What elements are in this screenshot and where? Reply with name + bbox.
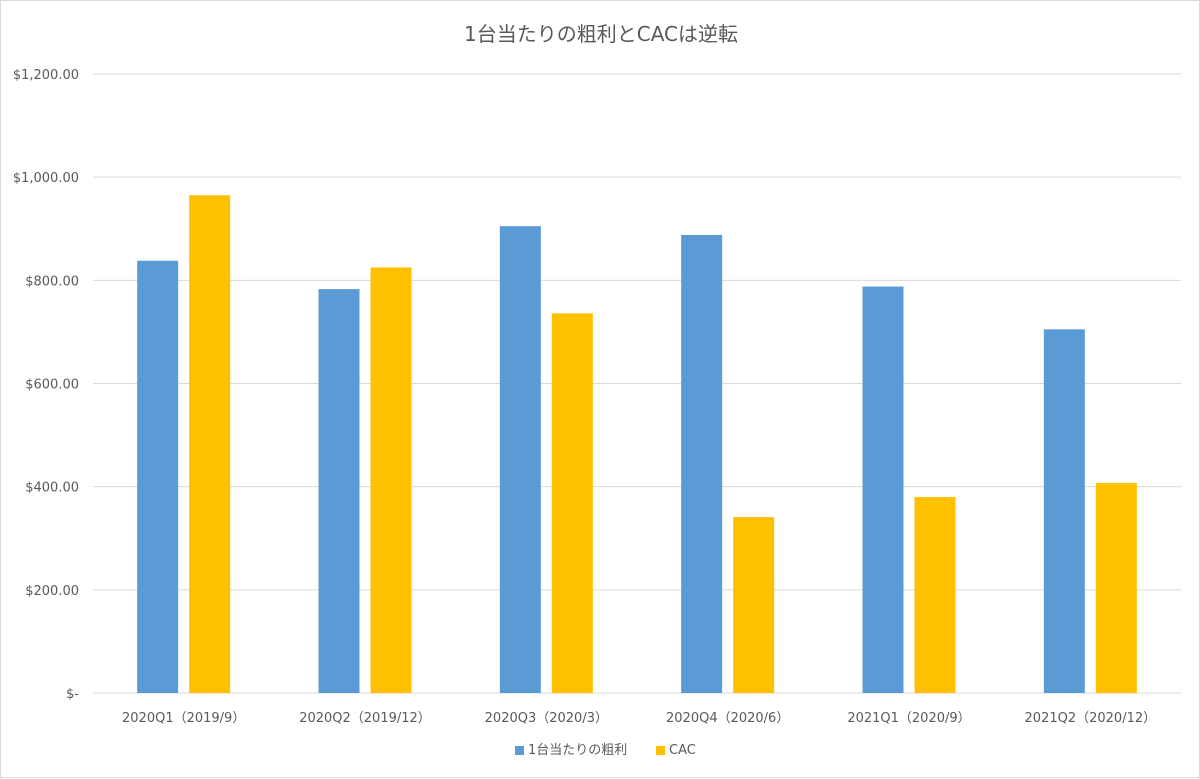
bar-series-1-cat-3 — [733, 517, 775, 693]
bar-series-0-cat-3 — [681, 234, 723, 693]
legend-label: 1台当たりの粗利 — [528, 743, 627, 758]
y-tick-label: $- — [66, 687, 79, 702]
y-tick-label: $200.00 — [25, 584, 79, 599]
bar-series-0-cat-1 — [318, 289, 360, 693]
y-tick-label: $600.00 — [25, 378, 79, 393]
bars — [137, 195, 1137, 694]
legend-swatch — [656, 746, 665, 755]
gridlines — [93, 73, 1181, 694]
bar-series-1-cat-1 — [370, 267, 412, 693]
bar-series-1-cat-2 — [551, 313, 593, 693]
bar-series-1-cat-4 — [914, 496, 956, 693]
chart-title: 1台当たりの粗利とCACは逆転 — [464, 22, 738, 46]
bar-series-0-cat-0 — [137, 260, 179, 693]
x-category-label: 2021Q2（2020/12） — [1025, 711, 1157, 726]
x-category-label: 2020Q4（2020/6） — [666, 711, 789, 726]
x-axis-category-labels: 2020Q1（2019/9） 2020Q2（2019/12） 2020Q3（2020… — [122, 711, 1156, 726]
y-tick-label: $1,000.00 — [13, 171, 79, 186]
x-category-label: 2020Q2（2019/12） — [299, 711, 431, 726]
y-tick-label: $800.00 — [25, 274, 79, 289]
legend: 1台当たりの粗利 CAC — [515, 743, 696, 758]
x-category-label: 2020Q1（2019/9） — [122, 711, 245, 726]
legend-label: CAC — [669, 743, 696, 758]
bar-series-1-cat-5 — [1095, 483, 1137, 693]
x-category-label: 2021Q1（2020/9） — [847, 711, 970, 726]
y-tick-label: $1,200.00 — [13, 68, 79, 83]
bar-series-0-cat-5 — [1043, 329, 1085, 693]
bar-series-0-cat-2 — [499, 226, 541, 693]
bar-series-1-cat-0 — [189, 195, 231, 694]
legend-swatch — [515, 746, 524, 755]
x-category-label: 2020Q3（2020/3） — [485, 711, 608, 726]
y-tick-label: $400.00 — [25, 481, 79, 496]
y-axis-tick-labels: $- $200.00 $400.00 $600.00 $800.00 $1,000.00 $… — [13, 68, 79, 702]
bar-series-0-cat-4 — [862, 286, 904, 693]
